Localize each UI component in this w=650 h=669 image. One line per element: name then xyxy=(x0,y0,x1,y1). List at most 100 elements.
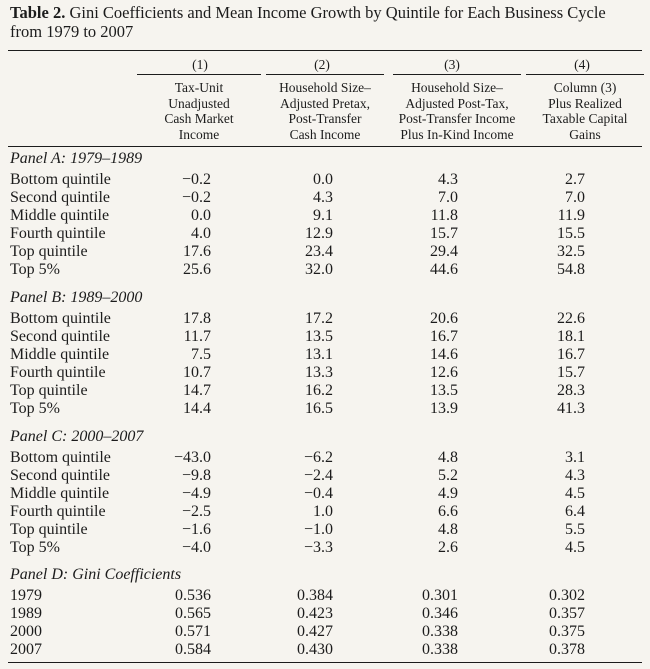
cell-col2: 32.0 xyxy=(305,261,333,278)
row-label: Fourth quintile xyxy=(10,503,106,520)
row-label: Bottom quintile xyxy=(10,310,111,327)
table-title: Table 2. Gini Coefficients and Mean Inco… xyxy=(10,3,640,41)
panel-b-label: Panel B: 1989–2000 xyxy=(10,289,143,306)
cell-col3: 13.5 xyxy=(430,382,458,399)
column-header-2: Household Size– Adjusted Pretax, Post-Tr… xyxy=(262,80,388,142)
row-label: Middle quintile xyxy=(10,346,110,363)
cell-col3: 13.9 xyxy=(430,400,458,417)
column-rule-3 xyxy=(393,74,521,75)
column-header-2-line: Post-Transfer xyxy=(288,111,362,126)
cell-col3: 7.0 xyxy=(438,189,458,206)
cell-col4: 15.5 xyxy=(557,225,585,242)
table-row: Bottom quintile 17.8 17.2 20.6 22.6 xyxy=(0,310,650,328)
cell-col2: 4.3 xyxy=(313,189,333,206)
cell-col1: 7.5 xyxy=(191,346,211,363)
row-label: Second quintile xyxy=(10,189,110,206)
row-label: Top 5% xyxy=(10,539,60,556)
row-label: Second quintile xyxy=(10,467,110,484)
column-rule-1 xyxy=(137,74,261,75)
cell-col2: 0.0 xyxy=(313,171,333,188)
cell-col2: 9.1 xyxy=(313,207,333,224)
cell-col4: 3.1 xyxy=(565,449,585,466)
cell-col2: 1.0 xyxy=(313,503,333,520)
cell-col4: 16.7 xyxy=(557,346,585,363)
table-row: Top 5% 14.4 16.5 13.9 41.3 xyxy=(0,400,650,418)
cell-col2: 12.9 xyxy=(305,225,333,242)
cell-col4: 0.357 xyxy=(549,605,585,622)
panel-c-label: Panel C: 2000–2007 xyxy=(10,428,144,445)
cell-col1: 17.8 xyxy=(183,310,211,327)
column-header-2-line: Adjusted Pretax, xyxy=(280,95,370,111)
column-number-1: (1) xyxy=(192,57,208,72)
cell-col2: 0.384 xyxy=(297,587,333,604)
cell-col3: 15.7 xyxy=(430,225,458,242)
cell-col4: 4.5 xyxy=(565,485,585,502)
table-row: Top 5% 25.6 32.0 44.6 54.8 xyxy=(0,261,650,279)
cell-col2: 23.4 xyxy=(305,243,333,260)
row-label: Fourth quintile xyxy=(10,364,106,381)
cell-col1: 17.6 xyxy=(183,243,211,260)
cell-col3: 11.8 xyxy=(430,207,458,224)
cell-col4: 0.378 xyxy=(549,641,585,658)
column-number-3: (3) xyxy=(444,57,460,72)
cell-col4: 28.3 xyxy=(557,382,585,399)
cell-col4: 41.3 xyxy=(557,400,585,417)
cell-col3: 0.338 xyxy=(422,623,458,640)
cell-col4: 15.7 xyxy=(557,364,585,381)
row-label: Middle quintile xyxy=(10,485,110,502)
row-label: Top 5% xyxy=(10,400,60,417)
cell-col3: 44.6 xyxy=(430,261,458,278)
table-row: Middle quintile −4.9 −0.4 4.9 4.5 xyxy=(0,485,650,503)
table-number: Table 2. xyxy=(10,3,66,22)
cell-col1: −1.6 xyxy=(181,521,211,538)
cell-col1: −4.0 xyxy=(181,539,211,556)
cell-col3: 4.9 xyxy=(438,485,458,502)
row-label: Second quintile xyxy=(10,328,110,345)
table-row: Top quintile 14.7 16.2 13.5 28.3 xyxy=(0,382,650,400)
cell-col4: 11.9 xyxy=(557,207,585,224)
column-header-3: Household Size– Adjusted Post-Tax, Post-… xyxy=(389,80,525,142)
row-label: Fourth quintile xyxy=(10,225,106,242)
column-header-1-line: Unadjusted xyxy=(168,95,230,111)
row-label: Top 5% xyxy=(10,261,60,278)
cell-col1: −4.9 xyxy=(181,485,211,502)
cell-col3: 20.6 xyxy=(430,310,458,327)
cell-col2: 13.5 xyxy=(305,328,333,345)
row-label: 1989 xyxy=(10,605,42,622)
cell-col3: 14.6 xyxy=(430,346,458,363)
table-row: Second quintile −9.8 −2.4 5.2 4.3 xyxy=(0,467,650,485)
cell-col1: −0.2 xyxy=(181,189,211,206)
row-label: Bottom quintile xyxy=(10,171,111,188)
cell-col2: −1.0 xyxy=(303,521,333,538)
column-header-3-line: Plus In-Kind Income xyxy=(400,126,514,142)
cell-col2: −6.2 xyxy=(303,449,333,466)
cell-col1: 25.6 xyxy=(183,261,211,278)
cell-col4: 4.3 xyxy=(565,467,585,484)
row-label: Top quintile xyxy=(10,382,88,399)
table-row: Top quintile −1.6 −1.0 4.8 5.5 xyxy=(0,521,650,539)
cell-col1: 0.571 xyxy=(175,623,211,640)
column-header-4-line: Column (3) xyxy=(553,80,617,95)
column-header-1: Tax-Unit Unadjusted Cash Market Income xyxy=(137,80,261,142)
cell-col4: 32.5 xyxy=(557,243,585,260)
column-header-1-line: Income xyxy=(178,126,220,142)
column-header-1-line: Cash Market xyxy=(164,111,234,126)
cell-col2: 0.423 xyxy=(297,605,333,622)
table-row: Second quintile −0.2 4.3 7.0 7.0 xyxy=(0,189,650,207)
column-number-2: (2) xyxy=(314,57,330,72)
cell-col4: 22.6 xyxy=(557,310,585,327)
cell-col2: 17.2 xyxy=(305,310,333,327)
cell-col1: −43.0 xyxy=(173,449,211,466)
cell-col4: 7.0 xyxy=(565,189,585,206)
cell-col3: 0.346 xyxy=(422,605,458,622)
cell-col1: 0.0 xyxy=(191,207,211,224)
cell-col3: 6.6 xyxy=(438,503,458,520)
cell-col2: 0.427 xyxy=(297,623,333,640)
table-row: 2007 0.584 0.430 0.338 0.378 xyxy=(0,641,650,659)
table-row: 2000 0.571 0.427 0.338 0.375 xyxy=(0,623,650,641)
cell-col3: 12.6 xyxy=(430,364,458,381)
table-row: Fourth quintile 4.0 12.9 15.7 15.5 xyxy=(0,225,650,243)
cell-col3: 0.301 xyxy=(422,587,458,604)
cell-col3: 4.8 xyxy=(438,449,458,466)
cell-col4: 6.4 xyxy=(565,503,585,520)
